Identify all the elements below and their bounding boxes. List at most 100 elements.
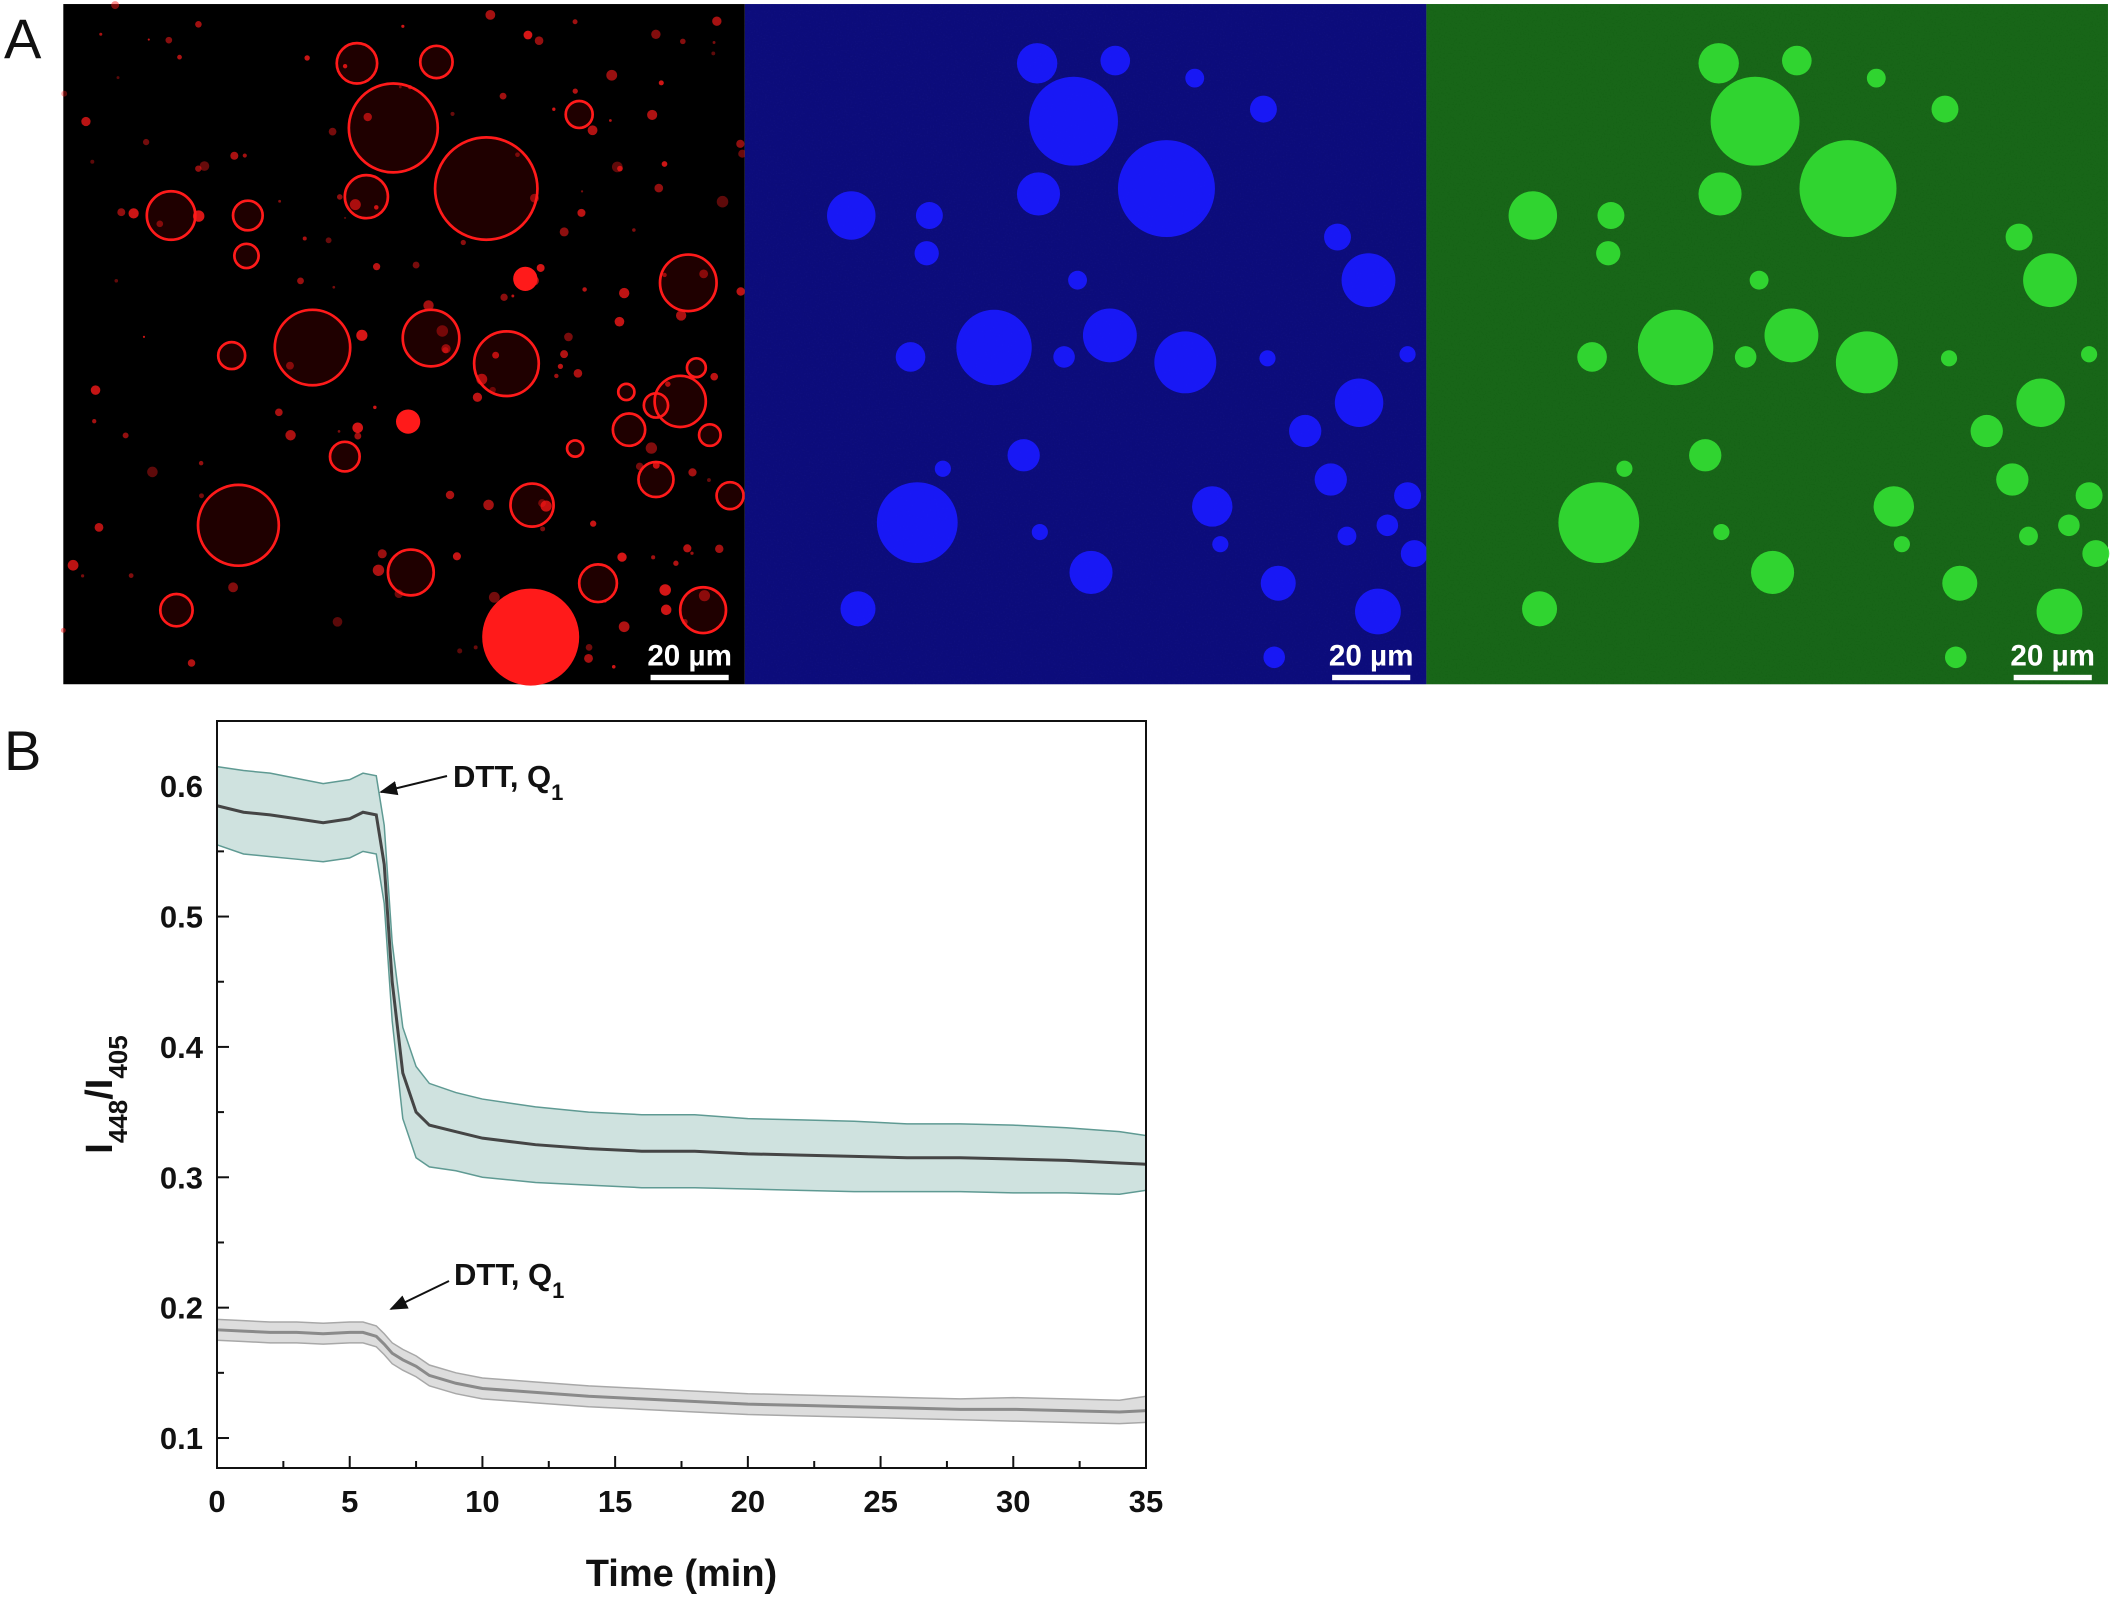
speck (90, 159, 95, 164)
droplet (1289, 414, 1322, 448)
droplet (1597, 202, 1625, 229)
vesicle (697, 422, 722, 448)
speck (560, 350, 569, 359)
speck (94, 523, 104, 532)
speck (515, 152, 520, 158)
speck (618, 621, 630, 633)
y-axis-label: I448/I405 (79, 1035, 133, 1153)
droplet (1749, 270, 1769, 290)
speck (617, 552, 627, 562)
speck (423, 300, 434, 311)
speck (654, 183, 664, 193)
speck (617, 165, 623, 172)
speck (336, 194, 343, 200)
band (217, 1319, 1146, 1424)
droplet (1996, 463, 2029, 496)
droplet (1577, 342, 1607, 372)
speck (500, 293, 508, 301)
speck (652, 461, 660, 469)
droplet (1031, 523, 1048, 541)
droplet (2005, 223, 2033, 251)
speck (342, 63, 348, 69)
speck (736, 287, 745, 296)
droplet (1314, 463, 1347, 496)
vesicle (685, 356, 708, 379)
speck (445, 490, 455, 500)
speck (156, 220, 164, 228)
speck (460, 239, 466, 246)
droplet (915, 202, 943, 229)
speck (609, 119, 612, 122)
droplet (1016, 43, 1058, 84)
vesicle (637, 460, 675, 499)
vesicle (509, 482, 555, 528)
droplet (1616, 460, 1633, 477)
speck (377, 549, 387, 559)
speck (457, 648, 463, 654)
speck (450, 111, 455, 116)
speck (590, 520, 597, 527)
mean-line (216, 1328, 1147, 1414)
speck (688, 468, 697, 477)
speck (647, 109, 658, 120)
speck (356, 329, 368, 341)
speck (67, 559, 79, 571)
droplet (1508, 191, 1558, 240)
scale-bar (2013, 674, 2092, 681)
droplet (1558, 482, 1640, 564)
chart: 0 5 10 15 20 25 30 35 0.1 0.2 0.3 0.4 0.5 0.6 Time (mi… (79, 720, 1163, 1595)
speck (114, 278, 119, 283)
vesicle (343, 173, 390, 220)
speck (611, 161, 623, 173)
speck (302, 236, 307, 241)
speck (61, 90, 68, 97)
speck (117, 208, 126, 217)
vesicle (231, 199, 264, 232)
speck (485, 9, 496, 20)
vesicle (145, 189, 197, 242)
speck (540, 500, 552, 512)
speck (659, 584, 671, 596)
y-axis-label-part: I (79, 1143, 121, 1154)
droplet (1068, 270, 1087, 290)
speck (441, 344, 451, 354)
band-upper (216, 765, 1147, 1137)
droplet (1940, 350, 1958, 367)
annotation-text: DTT, Q (453, 759, 551, 794)
speck (187, 659, 196, 667)
x-axis-label: Time (min) (586, 1553, 777, 1595)
mean-line (216, 804, 1147, 1166)
micrographs: 20 µm 20 µm 20 µm (60, 1, 2110, 686)
droplet (1341, 253, 1396, 308)
droplet (1713, 523, 1730, 541)
speck (680, 38, 686, 45)
speck (582, 287, 587, 292)
speck (675, 310, 687, 321)
speck (147, 38, 150, 41)
speck (658, 80, 664, 86)
droplet (1944, 646, 1967, 669)
speck (372, 564, 385, 576)
vesicle (658, 253, 718, 313)
speck (92, 419, 97, 424)
vesicle (196, 483, 281, 568)
droplet (1399, 346, 1416, 363)
droplet (2036, 588, 2083, 635)
droplet (840, 591, 876, 627)
vesicle (611, 412, 647, 448)
speck (523, 30, 533, 40)
droplet (482, 588, 580, 686)
y-tick-label: 0.2 (160, 1291, 203, 1326)
speck (374, 205, 379, 210)
speck (540, 526, 546, 532)
speck (554, 373, 559, 379)
speck (711, 51, 716, 56)
speck (585, 644, 593, 651)
y-tick-label: 0.1 (160, 1421, 203, 1456)
band-lower (216, 844, 1147, 1195)
speck (710, 372, 719, 381)
vesicle (328, 440, 361, 473)
droplet (914, 241, 939, 266)
droplet (2019, 526, 2038, 546)
